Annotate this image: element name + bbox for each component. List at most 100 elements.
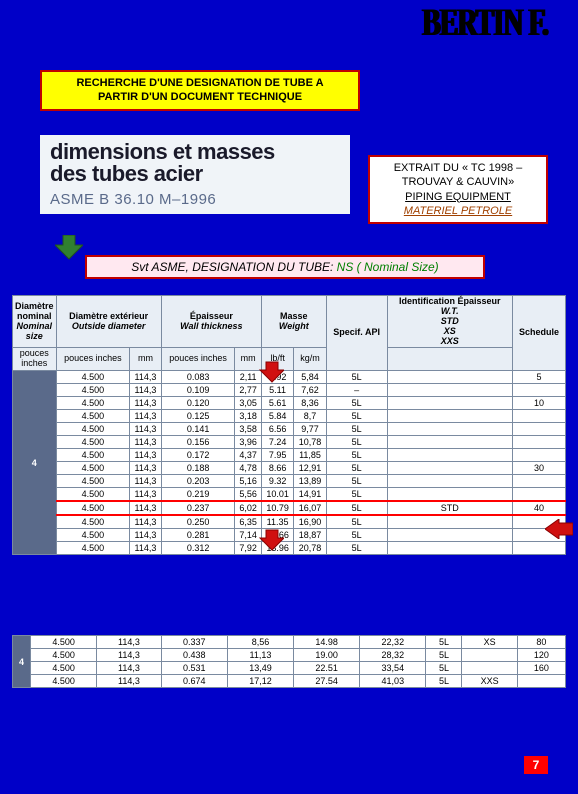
cell: 0.141: [161, 423, 235, 436]
cell: [512, 436, 565, 449]
th-ident: Identification ÉpaisseurW.T.STDXSXXS: [387, 296, 512, 348]
cell: STD: [387, 501, 512, 515]
extract-l3: PIPING EQUIPMENT: [405, 191, 511, 203]
cell: 3,96: [235, 436, 262, 449]
cell: 0.120: [161, 397, 235, 410]
cell: [387, 384, 512, 397]
table-row: 4.500114,30.3127,9213.9620,785L: [13, 542, 566, 555]
cell: [512, 475, 565, 488]
logo: BERTIN F.: [422, 2, 548, 47]
cell: 5L: [326, 475, 387, 488]
cell: 8,36: [294, 397, 326, 410]
cell: 4.500: [56, 475, 130, 488]
table-row: 4.500114,30.2376,0210.7916,075LSTD40: [13, 501, 566, 515]
cell: 4.500: [56, 423, 130, 436]
cell: 4.500: [31, 636, 97, 649]
cell: 10: [512, 397, 565, 410]
cell: 4.500: [56, 462, 130, 475]
cell: 20,78: [294, 542, 326, 555]
cell: 5.11: [261, 384, 293, 397]
red-arrow-icon-3: [545, 519, 573, 539]
cell: 5L: [326, 515, 387, 529]
cell: 11,13: [227, 649, 293, 662]
table-row: 4.500114,30.1884,788.6612,915L30: [13, 462, 566, 475]
table-row: 4.500114,30.1724,377.9511,855L: [13, 449, 566, 462]
cell: [512, 384, 565, 397]
cell: 4.500: [56, 449, 130, 462]
cell: 5,84: [294, 371, 326, 384]
cell: 33,54: [360, 662, 426, 675]
page-number: 7: [524, 756, 548, 774]
cell: 114,3: [130, 371, 162, 384]
cell: 30: [512, 462, 565, 475]
cell: 5.61: [261, 397, 293, 410]
cell: 5,56: [235, 488, 262, 502]
cell: 0.219: [161, 488, 235, 502]
extract-box: EXTRAIT DU « TC 1998 – TROUVAY & CAUVIN»…: [368, 155, 548, 224]
th-schedule: Schedule: [512, 296, 565, 371]
cell: [387, 397, 512, 410]
cell: [387, 449, 512, 462]
cell: [387, 462, 512, 475]
table-row: 4.500114,30.2817,1412.6618,875L: [13, 529, 566, 542]
extract-l1: EXTRAIT DU « TC 1998 –: [394, 162, 523, 174]
cell: [387, 515, 512, 529]
cell: 27.54: [294, 675, 360, 688]
cell: [387, 488, 512, 502]
th-u3: mm: [130, 348, 162, 371]
cell: 5,16: [235, 475, 262, 488]
cell: [512, 488, 565, 502]
cell: 4.500: [56, 501, 130, 515]
cell: 114,3: [97, 649, 162, 662]
cell: 80: [517, 636, 565, 649]
cell: 114,3: [130, 423, 162, 436]
cell: [387, 542, 512, 555]
cell: 114,3: [130, 542, 162, 555]
cell: [387, 410, 512, 423]
cell: XXS: [462, 675, 517, 688]
tube-val: NS ( Nominal Size): [337, 260, 439, 274]
cell: 114,3: [130, 410, 162, 423]
cell: 0.237: [161, 501, 235, 515]
cell: [512, 449, 565, 462]
cell: [387, 529, 512, 542]
table-row: 4.500114,30.2195,5610.0114,915L: [13, 488, 566, 502]
cell: 17,12: [227, 675, 293, 688]
cell: 10,78: [294, 436, 326, 449]
cell: 5L: [326, 449, 387, 462]
cell: 8,56: [227, 636, 293, 649]
cell: 7.24: [261, 436, 293, 449]
cell: 4.500: [56, 542, 130, 555]
cell: [387, 423, 512, 436]
cell: 5: [512, 371, 565, 384]
cell: [462, 662, 517, 675]
cell: 5.84: [261, 410, 293, 423]
cell: 18,87: [294, 529, 326, 542]
cell: [512, 542, 565, 555]
th-u2: pouces inches: [56, 348, 130, 371]
table-row: 4.500114,30.1563,967.2410,785L: [13, 436, 566, 449]
cell: 3,58: [235, 423, 262, 436]
cell: 13,89: [294, 475, 326, 488]
cell: 4.500: [56, 371, 130, 384]
cell: 5L: [326, 423, 387, 436]
cell: 114,3: [97, 675, 162, 688]
cell: 114,3: [130, 501, 162, 515]
cell: 11.35: [261, 515, 293, 529]
extract-l2: TROUVAY & CAUVIN»: [402, 176, 514, 188]
cell: –: [326, 384, 387, 397]
title-l1: RECHERCHE D'UNE DESIGNATION DE TUBE A: [76, 77, 323, 89]
cell: 114,3: [130, 488, 162, 502]
cell: 40: [512, 501, 565, 515]
table-row: 44.500114,30.3378,5614.9822,325LXS80: [13, 636, 566, 649]
cell: 6,02: [235, 501, 262, 515]
table-row: 4.500114,30.1092,775.117,62–: [13, 384, 566, 397]
cell: 4.500: [56, 410, 130, 423]
table-row: 4.500114,30.43811,1319.0028,325L120: [13, 649, 566, 662]
table-row: 4.500114,30.1253,185.848,75L: [13, 410, 566, 423]
cell: 4.500: [31, 662, 97, 675]
cell: 12,91: [294, 462, 326, 475]
cell: 5L: [326, 410, 387, 423]
cell: 2,77: [235, 384, 262, 397]
cell: 5L: [326, 436, 387, 449]
